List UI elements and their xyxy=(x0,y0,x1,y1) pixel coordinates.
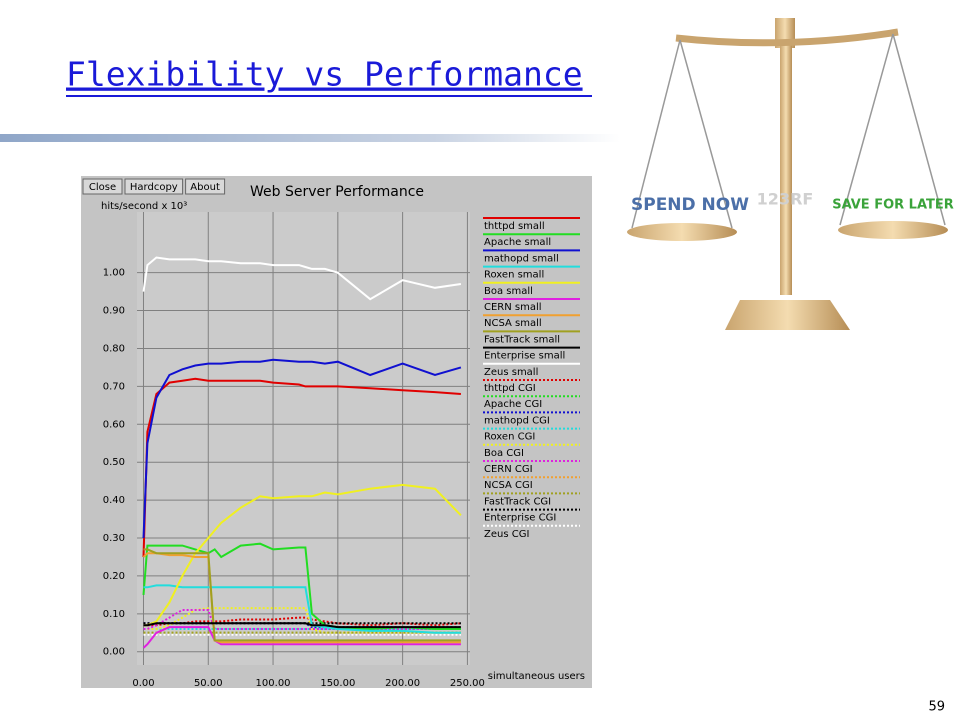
series-line xyxy=(143,607,461,634)
y-axis-label: hits/second x 10³ xyxy=(101,201,187,212)
x-tick-label: 100.00 xyxy=(256,678,291,689)
y-tick-label: 0.20 xyxy=(103,571,125,582)
legend-label: NCSA CGI xyxy=(484,480,533,491)
legend-label: Boa small xyxy=(484,286,533,297)
y-tick-label: 0.40 xyxy=(103,495,125,506)
series-line xyxy=(143,616,461,627)
y-tick-label: 0.60 xyxy=(103,419,125,430)
series-line xyxy=(142,358,462,539)
series-line xyxy=(143,548,461,642)
legend-label: FastTrack CGI xyxy=(484,496,551,507)
legend-label: CERN CGI xyxy=(484,464,533,475)
legend-label: Roxen small xyxy=(484,270,544,281)
y-tick-label: 0.80 xyxy=(103,343,125,354)
series-line xyxy=(143,483,462,627)
right-pan-text: SAVE FOR LATER xyxy=(832,198,954,213)
y-tick-label: 0.50 xyxy=(103,457,125,468)
series-line xyxy=(142,626,461,649)
button-label[interactable]: Hardcopy xyxy=(130,182,178,193)
y-tick-label: 0.70 xyxy=(103,381,125,392)
series-line xyxy=(143,584,461,634)
x-tick-label: 50.00 xyxy=(194,678,223,689)
x-tick-label: 200.00 xyxy=(385,678,420,689)
y-tick-label: 0.30 xyxy=(103,533,125,544)
series-line xyxy=(142,377,461,558)
legend-label: Roxen CGI xyxy=(484,432,535,443)
legend-label: Zeus CGI xyxy=(484,529,529,540)
legend-label: FastTrack small xyxy=(484,334,560,345)
legend-label: Zeus small xyxy=(484,367,538,378)
legend-label: NCSA small xyxy=(484,318,542,329)
legend-label: Apache CGI xyxy=(484,399,542,410)
y-tick-label: 0.10 xyxy=(103,609,125,620)
y-tick-label: 1.00 xyxy=(103,268,125,279)
left-pan-text: SPEND NOW xyxy=(631,195,749,215)
legend-label: thttpd small xyxy=(484,221,545,232)
legend-label: mathopd small xyxy=(484,253,559,264)
slide-title: Flexibility vs Performance xyxy=(66,55,583,94)
watermark: 123RF xyxy=(757,190,814,209)
series-line xyxy=(142,256,462,301)
button[interactable] xyxy=(124,178,184,195)
series-line xyxy=(142,552,461,644)
page-number: 59 xyxy=(928,700,945,715)
series-line xyxy=(143,622,461,629)
x-tick-label: 250.00 xyxy=(450,678,485,689)
legend-label: Enterprise small xyxy=(484,351,565,362)
x-tick-label: 0.00 xyxy=(132,678,154,689)
legend-label: thttpd CGI xyxy=(484,383,536,394)
button[interactable] xyxy=(185,178,226,195)
series-line xyxy=(143,609,461,630)
chart-title: Web Server Performance xyxy=(250,184,424,200)
scale-illustration: 123RF SPEND NOW SAVE FOR LATER xyxy=(627,18,954,330)
series-line xyxy=(142,542,461,631)
legend-label: Boa CGI xyxy=(484,448,524,459)
y-tick-label: 0.00 xyxy=(103,647,125,658)
button-label[interactable]: About xyxy=(190,182,220,193)
plot-area xyxy=(137,212,470,665)
x-axis-label: simultaneous users xyxy=(488,671,585,682)
x-tick-label: 150.00 xyxy=(320,678,355,689)
button-label[interactable]: Close xyxy=(89,182,116,193)
legend-label: mathopd CGI xyxy=(484,415,550,426)
title-rule xyxy=(0,134,620,142)
y-tick-label: 0.90 xyxy=(103,306,125,317)
legend-label: Enterprise CGI xyxy=(484,513,556,524)
button[interactable] xyxy=(82,178,123,195)
legend-label: Apache small xyxy=(484,237,551,248)
legend-label: CERN small xyxy=(484,302,542,313)
